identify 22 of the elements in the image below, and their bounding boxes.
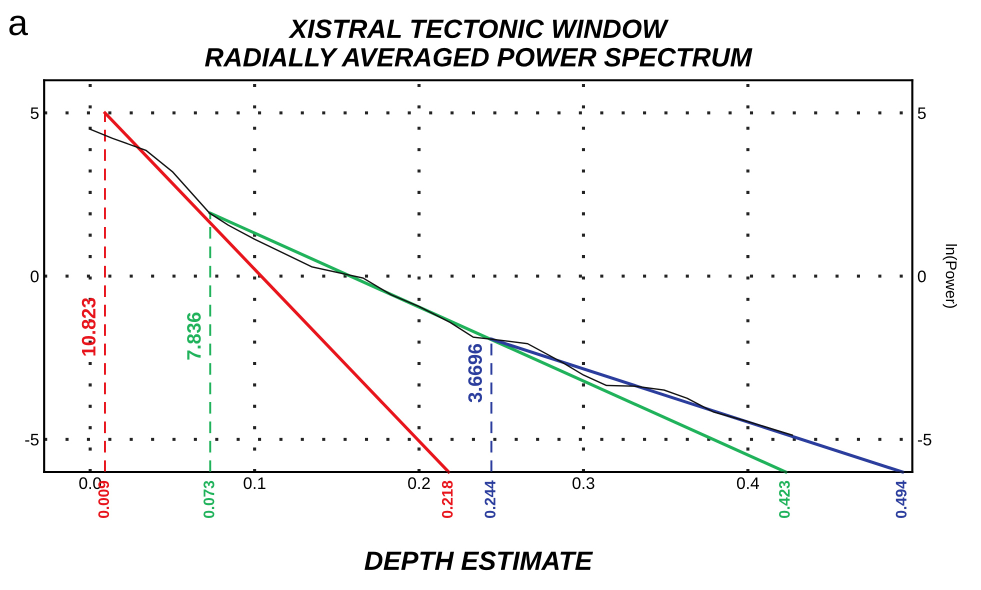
chart-title: XISTRAL TECTONIC WINDOW RADIALLY AVERAGED POWER SPECTRUM <box>205 20 752 67</box>
x-tick-label: 0.2 <box>408 477 430 490</box>
annotation: 0.218 <box>442 480 453 518</box>
text: a <box>9 16 28 36</box>
annotation: 10.823 <box>82 298 96 356</box>
annotation: 0.244 <box>484 480 496 518</box>
y-tick-label: 5 <box>30 107 39 120</box>
annotation: 0.423 <box>779 480 790 518</box>
annotation: 0.494 <box>896 480 907 518</box>
x-tick-label: 0.3 <box>572 477 594 490</box>
y-tick-label: 0 <box>30 270 39 282</box>
y2-tick-label: 5 <box>918 107 926 120</box>
annotation: 7.836 <box>187 312 201 360</box>
x-tick-label: 0.4 <box>736 477 759 490</box>
y2-tick-label: 0 <box>918 270 926 282</box>
x-tick-label: 0.1 <box>244 477 266 490</box>
x-axis-title: DEPTH ESTIMATE <box>364 551 594 570</box>
annotation: 3.6696 <box>468 344 482 402</box>
y-tick-label: -5 <box>25 434 39 446</box>
y2-tick-label: -5 <box>918 434 932 446</box>
y2-axis-title: ln(Power) <box>942 244 958 308</box>
annotation: 0.073 <box>204 480 214 518</box>
